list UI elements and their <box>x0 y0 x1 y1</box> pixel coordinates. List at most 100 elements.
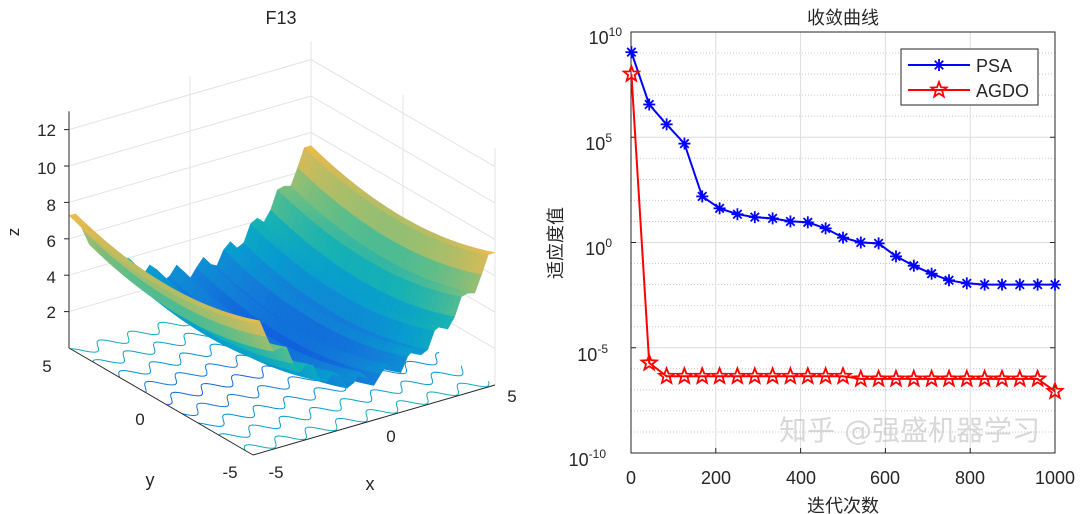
x-axis-label: x <box>366 474 375 494</box>
legend-label-agdo: AGDO <box>976 81 1029 101</box>
surface-plot-f13: F13 z y x 12 10 8 6 4 2 5 0 -5 -5 0 5 <box>4 8 517 494</box>
asterisk-marker-stroke <box>714 203 725 214</box>
data-point <box>674 365 695 385</box>
data-point <box>996 278 1008 291</box>
data-point <box>1044 380 1066 400</box>
data-point <box>762 365 783 385</box>
data-point <box>744 365 765 385</box>
data-point <box>797 365 818 385</box>
x-tick-label: 600 <box>870 468 900 488</box>
data-point <box>766 212 779 225</box>
data-point <box>832 365 854 385</box>
y-tick-label: 100 <box>585 236 612 259</box>
data-point <box>925 267 938 280</box>
asterisk-marker-stroke <box>732 209 743 220</box>
z-tick-label: 8 <box>47 196 56 215</box>
star-marker <box>938 368 960 388</box>
x-tick-label: 200 <box>701 468 731 488</box>
asterisk-marker-stroke <box>626 47 637 58</box>
asterisk-marker-stroke <box>767 213 778 224</box>
chart-title: 收敛曲线 <box>807 8 879 29</box>
data-point <box>974 368 995 388</box>
y-tick-label: 5 <box>42 357 51 376</box>
series-psa <box>625 46 1061 291</box>
data-point <box>1027 368 1048 388</box>
x-axis-label: 迭代次数 <box>807 496 879 514</box>
star-marker <box>744 365 765 385</box>
asterisk-marker-stroke <box>944 275 954 286</box>
star-marker <box>639 352 660 372</box>
star-marker <box>956 368 977 388</box>
asterisk-marker-stroke <box>679 138 690 149</box>
data-point <box>956 368 977 388</box>
data-point <box>731 208 744 221</box>
series-agdo <box>621 63 1066 400</box>
x-ticks: 0 200 400 600 800 1000 <box>626 468 1075 488</box>
y-tick-label: 10-5 <box>577 342 608 365</box>
y-axis-label: 适应度值 <box>546 207 567 279</box>
asterisk-marker-stroke <box>749 212 760 223</box>
data-point <box>713 202 726 215</box>
surface-patch <box>247 319 260 323</box>
x-tick-label: -5 <box>268 463 283 482</box>
z-tick-label: 12 <box>37 121 56 140</box>
plot-area-frame <box>630 31 1056 454</box>
asterisk-marker-stroke <box>1014 279 1025 290</box>
data-point <box>748 211 761 224</box>
asterisk-marker-stroke <box>661 119 672 130</box>
data-point <box>692 365 713 385</box>
star-marker <box>921 368 942 388</box>
data-point <box>921 368 942 388</box>
asterisk-marker-stroke <box>979 279 990 290</box>
asterisk-marker-stroke <box>785 216 796 227</box>
asterisk-marker-stroke <box>1050 279 1060 290</box>
asterisk-marker-stroke <box>697 191 708 202</box>
star-marker <box>974 368 995 388</box>
asterisk-marker-stroke <box>997 279 1007 290</box>
data-point <box>656 365 677 385</box>
star-marker <box>815 365 836 385</box>
z-tick-label: 4 <box>47 268 56 287</box>
data-point <box>854 236 867 249</box>
y-tick-label: 1010 <box>589 25 623 48</box>
asterisk-marker-stroke <box>820 223 831 234</box>
data-point <box>709 365 730 385</box>
star-marker <box>727 365 748 385</box>
series-line-agdo <box>630 74 1056 393</box>
data-point <box>625 46 638 59</box>
legend-marker-asterisk-icon <box>933 59 945 71</box>
surface-mesh <box>68 145 496 389</box>
x-tick-label: 400 <box>786 468 816 488</box>
data-point <box>801 216 814 229</box>
data-point <box>1031 278 1044 291</box>
y-axis-label: y <box>146 470 155 490</box>
asterisk-marker-stroke <box>802 217 813 228</box>
z-tick-label: 6 <box>47 232 56 251</box>
star-marker <box>1009 368 1030 388</box>
data-point <box>815 365 836 385</box>
star-marker <box>868 368 889 388</box>
data-point <box>784 215 797 228</box>
data-point <box>780 365 801 385</box>
data-point <box>850 368 871 388</box>
data-point <box>1013 278 1026 291</box>
data-point <box>943 274 955 287</box>
data-point <box>639 352 660 372</box>
star-marker <box>903 368 924 388</box>
y-tick-label: 105 <box>585 131 612 154</box>
data-point <box>727 365 748 385</box>
asterisk-marker-stroke <box>873 238 884 249</box>
star-marker <box>885 368 907 388</box>
star-marker <box>850 368 871 388</box>
3d-axes <box>64 111 496 456</box>
star-marker <box>832 365 854 385</box>
contour-line <box>218 365 464 438</box>
asterisk-marker-stroke <box>934 60 944 70</box>
data-point <box>1049 278 1061 291</box>
asterisk-marker-stroke <box>838 232 848 243</box>
data-point <box>868 368 889 388</box>
x-tick-label: 1000 <box>1035 468 1075 488</box>
data-point <box>938 368 960 388</box>
data-point <box>872 237 885 250</box>
star-marker <box>1044 380 1066 400</box>
